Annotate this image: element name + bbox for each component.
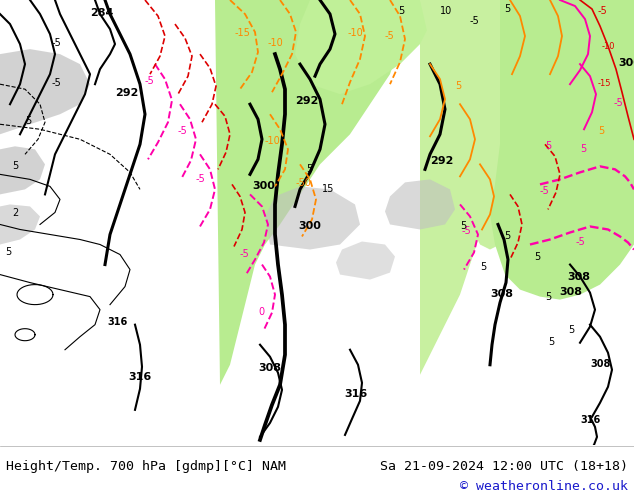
- Text: 292: 292: [295, 96, 318, 106]
- Text: 292: 292: [430, 156, 453, 166]
- Text: Sa 21-09-2024 12:00 UTC (18+18): Sa 21-09-2024 12:00 UTC (18+18): [380, 460, 628, 473]
- Text: 5: 5: [580, 145, 586, 154]
- Text: 308: 308: [590, 0, 613, 2]
- Text: 300: 300: [298, 221, 321, 231]
- Text: 5: 5: [534, 251, 540, 262]
- Polygon shape: [0, 204, 40, 245]
- Text: 308: 308: [258, 363, 281, 373]
- Polygon shape: [215, 0, 570, 375]
- Text: 5: 5: [460, 221, 466, 231]
- Text: 284: 284: [90, 8, 113, 18]
- Text: 316: 316: [344, 389, 367, 399]
- Text: -5: -5: [470, 16, 480, 26]
- Text: -5: -5: [614, 98, 624, 108]
- Text: -5: -5: [240, 248, 250, 259]
- Text: 5: 5: [480, 262, 486, 271]
- Text: Height/Temp. 700 hPa [gdmp][°C] NAM: Height/Temp. 700 hPa [gdmp][°C] NAM: [6, 460, 286, 473]
- Polygon shape: [295, 0, 430, 94]
- Text: 5: 5: [5, 246, 11, 257]
- Text: -10: -10: [268, 38, 284, 48]
- Text: 2: 2: [12, 208, 18, 219]
- Text: -5: -5: [52, 38, 61, 48]
- Polygon shape: [265, 186, 360, 249]
- Polygon shape: [420, 0, 634, 200]
- Polygon shape: [385, 179, 455, 229]
- Text: 316: 316: [128, 372, 152, 382]
- Text: -15: -15: [235, 28, 251, 38]
- Text: -5: -5: [178, 126, 188, 136]
- Text: 308: 308: [559, 287, 582, 296]
- Polygon shape: [0, 147, 45, 195]
- Polygon shape: [215, 0, 400, 385]
- Text: -5: -5: [385, 31, 395, 41]
- Text: -50: -50: [296, 178, 312, 188]
- Text: 10: 10: [440, 6, 452, 16]
- Text: 5: 5: [398, 6, 404, 16]
- Text: -5: -5: [540, 186, 550, 196]
- Text: 316: 316: [580, 415, 600, 425]
- Polygon shape: [0, 49, 90, 134]
- Text: 5: 5: [306, 164, 313, 174]
- Text: -5: -5: [52, 78, 61, 88]
- Text: 0: 0: [258, 307, 264, 317]
- Text: 308: 308: [590, 359, 611, 369]
- Text: 5: 5: [545, 141, 551, 151]
- Text: -5: -5: [598, 6, 608, 16]
- Text: © weatheronline.co.uk: © weatheronline.co.uk: [460, 480, 628, 490]
- Text: -15: -15: [598, 79, 612, 88]
- Text: 5: 5: [548, 337, 554, 347]
- Text: 5: 5: [504, 4, 510, 14]
- Text: 5: 5: [25, 116, 31, 126]
- Text: -10: -10: [602, 42, 616, 51]
- Text: -5: -5: [145, 76, 155, 86]
- Text: 308: 308: [567, 271, 590, 282]
- Text: 5: 5: [12, 161, 18, 172]
- Text: -5: -5: [576, 237, 586, 246]
- Text: 5: 5: [598, 126, 604, 136]
- Polygon shape: [336, 242, 395, 280]
- Polygon shape: [455, 0, 634, 249]
- Text: 316: 316: [107, 317, 127, 327]
- Text: 300: 300: [618, 58, 634, 68]
- Text: 5: 5: [455, 81, 462, 91]
- Text: 5: 5: [568, 325, 574, 335]
- Text: 300: 300: [252, 181, 275, 192]
- Text: -5: -5: [462, 226, 472, 237]
- Text: 292: 292: [115, 88, 138, 98]
- Text: -10: -10: [265, 136, 281, 147]
- Text: 308: 308: [490, 289, 513, 298]
- Text: -10: -10: [348, 28, 364, 38]
- Text: 5: 5: [504, 231, 510, 242]
- Polygon shape: [490, 0, 634, 299]
- Text: 15: 15: [322, 184, 334, 195]
- Text: -5: -5: [196, 174, 206, 184]
- Text: 5: 5: [545, 292, 551, 302]
